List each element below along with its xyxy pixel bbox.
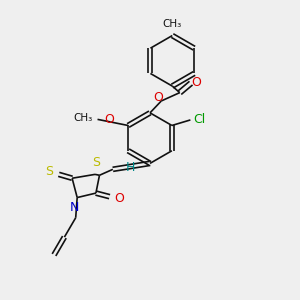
Text: O: O [191,76,201,89]
Text: CH₃: CH₃ [73,113,92,124]
Text: O: O [153,92,163,104]
Text: O: O [115,192,124,205]
Text: O: O [104,113,114,126]
Text: S: S [45,165,53,178]
Text: N: N [70,201,80,214]
Text: Cl: Cl [193,112,205,125]
Text: H: H [126,161,136,174]
Text: CH₃: CH₃ [163,19,182,29]
Text: S: S [92,156,100,169]
